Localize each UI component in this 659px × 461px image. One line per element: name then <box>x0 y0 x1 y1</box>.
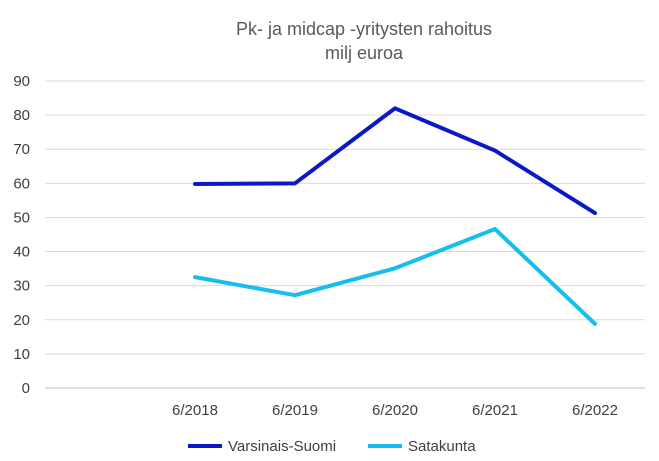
x-tick-label: 6/2021 <box>472 402 518 419</box>
x-tick-label: 6/2022 <box>572 402 618 419</box>
y-tick-label: 40 <box>13 244 30 261</box>
x-axis-ticks: 6/2018 6/2019 6/2020 6/2021 6/2022 <box>172 402 618 419</box>
x-tick-label: 6/2018 <box>172 402 218 419</box>
y-tick-label: 20 <box>13 312 30 329</box>
y-tick-label: 10 <box>13 346 30 363</box>
series-line-varsinais-suomi <box>193 106 597 216</box>
gridlines <box>45 80 645 389</box>
y-tick-label: 90 <box>13 73 30 90</box>
legend-label: Varsinais-Suomi <box>228 438 336 455</box>
y-tick-label: 30 <box>13 278 30 295</box>
y-tick-label: 50 <box>13 209 30 226</box>
y-tick-label: 60 <box>13 175 30 192</box>
series-lines <box>193 106 597 326</box>
x-tick-label: 6/2020 <box>372 402 418 419</box>
y-axis-ticks: 0 10 20 30 40 50 60 70 80 90 <box>13 73 30 397</box>
chart-subtitle: milj euroa <box>325 43 404 63</box>
chart-title: Pk- ja midcap -yritysten rahoitus <box>236 19 492 39</box>
x-tick-label: 6/2019 <box>272 402 318 419</box>
y-tick-label: 80 <box>13 107 30 124</box>
y-tick-label: 0 <box>22 380 30 397</box>
y-tick-label: 70 <box>13 141 30 158</box>
series-line-satakunta <box>193 227 597 326</box>
legend: Varsinais-Suomi Satakunta <box>188 438 476 455</box>
legend-label: Satakunta <box>408 438 476 455</box>
